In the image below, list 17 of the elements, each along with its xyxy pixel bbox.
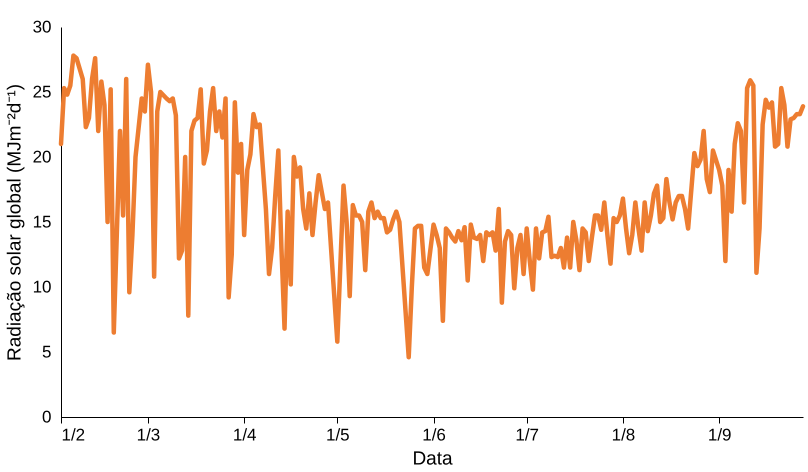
x-tick-label: 1/5 [326,426,350,444]
y-tick-label: 20 [32,148,52,166]
y-tick-label: 10 [32,278,52,296]
y-tick-label: 30 [32,18,52,36]
y-axis-title: Radiação solar global (MJm⁻²d⁻¹) [4,84,26,362]
y-tick-label: 0 [42,408,52,426]
y-tick-label: 5 [42,342,52,362]
x-tick-label: 1/9 [708,426,732,444]
y-tick-label: 15 [32,212,52,232]
x-tick-label: 1/2 [62,426,86,444]
x-tick-label: 1/8 [612,426,636,444]
x-tick-label: 1/4 [232,426,256,444]
x-tick-label: 1/3 [136,426,160,444]
x-axis-title: Data [412,448,453,470]
y-tick-label: 25 [32,82,52,102]
x-tick-label: 1/7 [515,426,540,444]
x-tick-label: 1/6 [422,426,446,444]
